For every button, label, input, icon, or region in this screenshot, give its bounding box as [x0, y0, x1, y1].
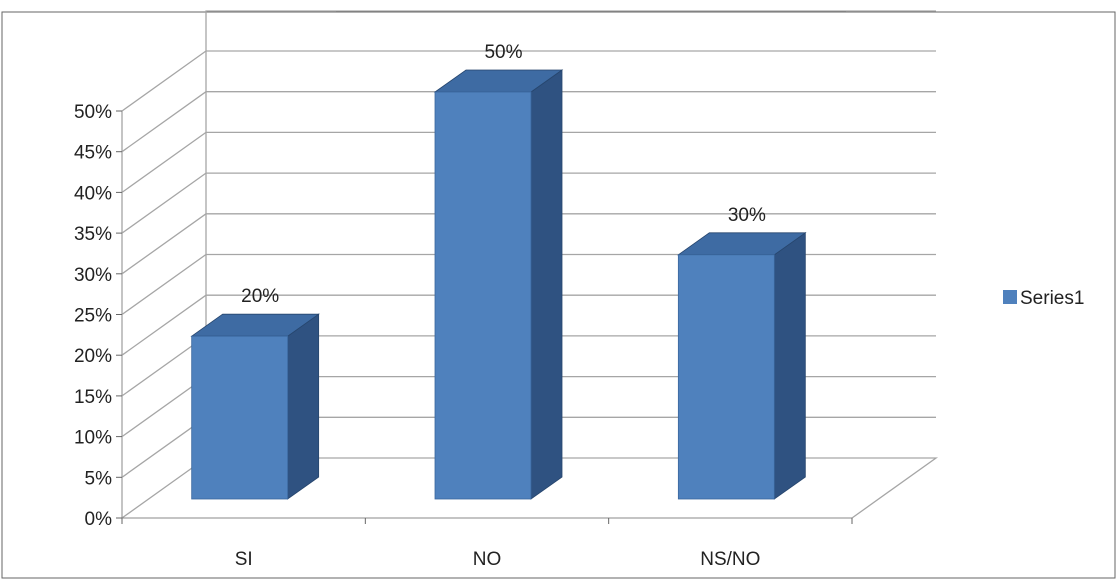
gridline [121, 172, 936, 234]
bar-front [677, 254, 775, 500]
bars [190, 69, 807, 500]
data-labels: 20% 50% 30% [241, 42, 766, 307]
bar [677, 232, 807, 500]
bar [190, 313, 320, 500]
floor-outline [121, 457, 939, 519]
y-tick-label: 20% [74, 346, 112, 367]
data-label: 30% [728, 205, 766, 226]
gridline [121, 91, 936, 153]
y-tick-label: 30% [74, 265, 112, 286]
y-tick-label: 50% [74, 102, 112, 123]
data-label: 20% [241, 286, 279, 307]
y-tick-label: 15% [74, 387, 112, 408]
y-tick-label: 10% [74, 428, 112, 449]
y-tick-label: 40% [74, 183, 112, 204]
bar-front [434, 91, 532, 500]
legend-swatch [1003, 290, 1017, 304]
y-tick-label: 45% [74, 143, 112, 164]
legend-entry: Series1 [1020, 288, 1084, 309]
y-tick-label: 35% [74, 224, 112, 245]
bar [433, 69, 564, 500]
x-tick-label: SI [235, 549, 253, 570]
bar-side [773, 232, 806, 500]
gridline-top [205, 10, 936, 51]
gridline [121, 131, 936, 193]
y-tick-label: 0% [85, 509, 113, 530]
data-label: 50% [484, 42, 522, 63]
x-axis: SI NO NS/NO [121, 517, 853, 570]
gridline [121, 213, 936, 275]
bar-side [287, 313, 320, 500]
y-axis-ticks: 0% 5% 10% 15% 20% 25% 30% 35% 40% 45% 50% [74, 102, 122, 530]
x-tick-label: NO [473, 549, 502, 570]
x-tick-label: NS/NO [700, 549, 760, 570]
y-tick-label: 5% [85, 468, 113, 489]
y-tick-label: 25% [74, 306, 112, 327]
bar-side [530, 69, 563, 500]
legend: Series1 [1003, 288, 1084, 309]
bar-front [191, 335, 289, 500]
